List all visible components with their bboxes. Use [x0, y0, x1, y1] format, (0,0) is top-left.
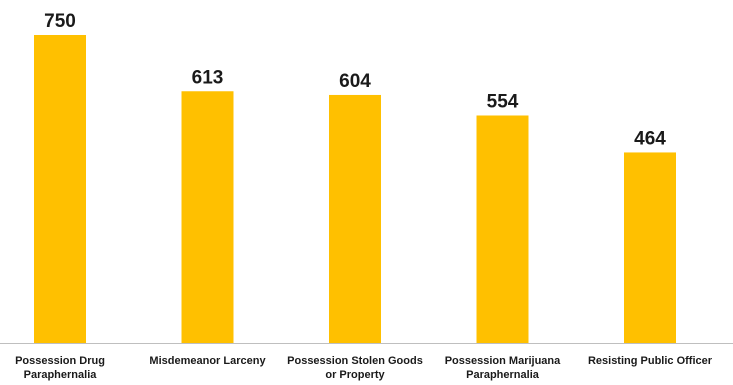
- category-label-2-line-0: Possession Stolen Goods: [287, 355, 423, 367]
- category-label-0-line-0: Possession Drug: [15, 355, 105, 367]
- category-label-3: Possession Marijuana Paraphernalia: [445, 355, 561, 381]
- data-label-0: 750: [44, 11, 76, 32]
- category-label-4-line-0: Resisting Public Officer: [588, 355, 713, 367]
- bars-group: [34, 35, 676, 344]
- category-label-0: Possession Drug Paraphernalia: [15, 355, 105, 381]
- bar-1: [181, 91, 234, 344]
- data-label-3: 554: [487, 91, 519, 112]
- category-label-3-line-0: Possession Marijuana: [445, 355, 561, 367]
- bar-0: [34, 35, 86, 343]
- category-labels-group: Possession Drug Paraphernalia Misdemeanor …: [15, 355, 713, 381]
- bar-4: [624, 152, 676, 343]
- category-label-2-line-1: or Property: [325, 369, 385, 381]
- category-label-4: Resisting Public Officer: [588, 355, 713, 367]
- category-label-3-line-1: Paraphernalia: [466, 369, 540, 381]
- data-label-1: 613: [192, 67, 224, 88]
- category-label-1-line-0: Misdemeanor Larceny: [149, 355, 266, 367]
- bar-3: [476, 115, 529, 344]
- data-label-2: 604: [339, 71, 371, 92]
- category-label-1: Misdemeanor Larceny: [149, 355, 266, 367]
- bar-2: [329, 94, 381, 343]
- category-label-0-line-1: Paraphernalia: [24, 369, 98, 381]
- category-label-2: Possession Stolen Goods or Property: [287, 355, 423, 381]
- value-labels-group: 750 613 604 554 464: [44, 11, 666, 149]
- data-label-4: 464: [634, 128, 666, 149]
